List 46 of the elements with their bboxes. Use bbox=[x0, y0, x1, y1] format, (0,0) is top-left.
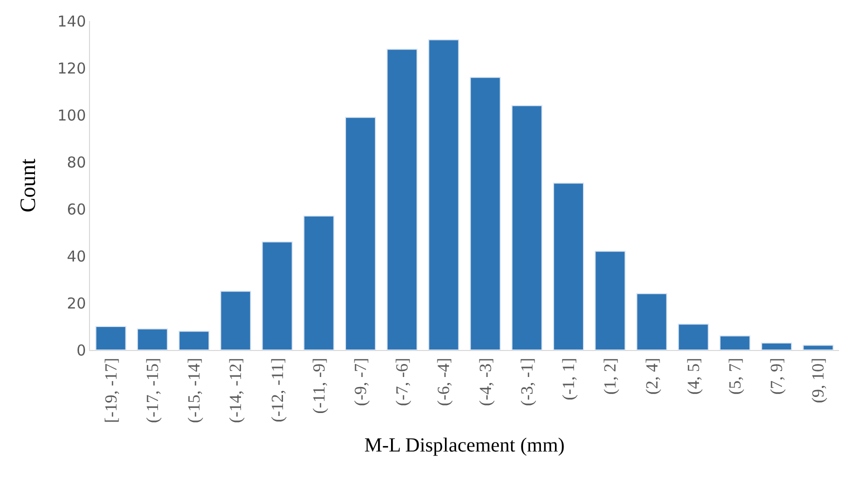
y-tick-label: 60 bbox=[66, 200, 86, 218]
bar bbox=[594, 250, 626, 350]
bar bbox=[636, 293, 668, 350]
x-tick-label: (5, 7] bbox=[725, 358, 744, 395]
x-tick-label: (-12, -11] bbox=[268, 358, 287, 422]
bar bbox=[136, 328, 168, 350]
x-tick-label: (-11, -9] bbox=[309, 358, 328, 414]
y-tick-label: 80 bbox=[66, 153, 86, 172]
bar bbox=[719, 335, 750, 350]
x-tick-label: (4, 5] bbox=[684, 358, 703, 395]
y-tick-label: 140 bbox=[57, 12, 86, 30]
bar bbox=[761, 342, 792, 350]
y-tick-label: 100 bbox=[57, 106, 86, 124]
bar bbox=[386, 48, 418, 350]
bar bbox=[428, 39, 460, 350]
y-tick-label: 20 bbox=[66, 294, 86, 312]
y-tick-label: 120 bbox=[57, 59, 86, 78]
x-tick-label: (1, 2] bbox=[600, 358, 620, 395]
x-tick-label: (7, 9] bbox=[767, 358, 786, 395]
bar bbox=[511, 105, 542, 350]
y-tick-label: 0 bbox=[76, 341, 86, 360]
x-tick-label: (-1, 1] bbox=[559, 358, 578, 400]
y-tick-label: 40 bbox=[66, 247, 86, 266]
x-tick-label: (-7, -6] bbox=[392, 358, 412, 406]
x-tick-label: (-17, -15] bbox=[142, 358, 162, 423]
bar bbox=[220, 290, 252, 350]
x-tick-label: (9, 10] bbox=[808, 358, 828, 404]
x-tick-label: (-14, -12] bbox=[226, 358, 246, 423]
bar bbox=[678, 324, 709, 350]
bar bbox=[802, 344, 834, 350]
bar bbox=[553, 182, 584, 350]
x-tick-label: (-3, -1] bbox=[517, 358, 536, 406]
bar bbox=[95, 326, 126, 350]
x-tick-label: (2, 4] bbox=[642, 358, 662, 395]
bar bbox=[303, 216, 334, 350]
bar bbox=[470, 76, 501, 350]
x-tick-label: [-19, -17] bbox=[101, 358, 120, 423]
bar bbox=[262, 241, 293, 350]
bar bbox=[178, 330, 210, 350]
bar bbox=[344, 116, 376, 350]
x-tick-label: (-15, -14] bbox=[184, 358, 204, 423]
x-tick-label: (-6, -4] bbox=[434, 358, 454, 406]
y-axis-title: Count bbox=[15, 158, 40, 212]
x-tick-label: (-9, -7] bbox=[350, 358, 370, 406]
x-axis-title: M-L Displacement (mm) bbox=[364, 434, 565, 456]
x-tick-label: (-4, -3] bbox=[476, 358, 495, 406]
